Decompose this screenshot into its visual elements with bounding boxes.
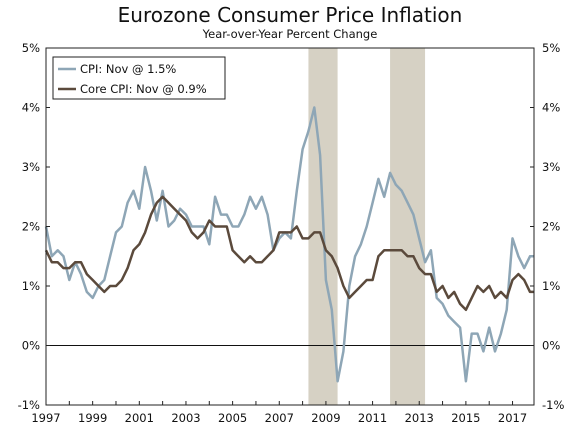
y-tick-label-left: 5% [22, 41, 40, 55]
y-tick-label-right: 1% [542, 279, 560, 293]
y-tick-label-left: 4% [22, 101, 40, 115]
chart-title: Eurozone Consumer Price Inflation [118, 3, 463, 27]
y-tick-label-left: -1% [18, 398, 40, 412]
y-tick-label-left: 0% [22, 339, 40, 353]
legend-label-cpi: CPI: Nov @ 1.5% [80, 62, 176, 76]
recession-band-1 [390, 48, 426, 405]
y-tick-label-right: 4% [542, 101, 560, 115]
x-tick-label: 2003 [171, 411, 200, 425]
y-axis-left: -1% 0% 1% 2% 3% 4% 5% [18, 41, 50, 412]
series-line-cpi [44, 106, 534, 383]
x-tick-label: 2001 [125, 411, 154, 425]
series-lines [44, 106, 534, 383]
chart-subtitle: Year-over-Year Percent Change [202, 27, 378, 41]
legend-label-core-cpi: Core CPI: Nov @ 0.9% [80, 82, 207, 96]
y-tick-label-right: 2% [542, 220, 560, 234]
plot-frame [45, 47, 535, 406]
series-line-core-cpi [44, 195, 534, 312]
x-tick-label: 1997 [31, 411, 60, 425]
x-tick-label: 2013 [405, 411, 434, 425]
y-tick-label-right: 0% [542, 339, 560, 353]
x-tick-label: 2005 [218, 411, 247, 425]
legend-box [52, 56, 226, 100]
x-tick-label: 2017 [498, 411, 527, 425]
y-tick-label-right: 3% [542, 160, 560, 174]
legend: CPI: Nov @ 1.5% Core CPI: Nov @ 0.9% [52, 56, 226, 100]
x-tick-label: 2011 [358, 411, 387, 425]
y-tick-label-right: 5% [542, 41, 560, 55]
x-tick-label: 2007 [265, 411, 294, 425]
y-tick-label-left: 1% [22, 279, 40, 293]
y-tick-label-right: -1% [542, 398, 564, 412]
y-tick-label-left: 2% [22, 220, 40, 234]
y-tick-label-left: 3% [22, 160, 40, 174]
y-axis-right: -1% 0% 1% 2% 3% 4% 5% [530, 41, 564, 412]
x-tick-label: 2015 [451, 411, 480, 425]
x-tick-label: 1999 [78, 411, 107, 425]
x-axis: 1997 1999 2001 2003 2005 2007 2009 2011 2013 2015… [31, 401, 527, 425]
x-tick-label: 2009 [311, 411, 340, 425]
